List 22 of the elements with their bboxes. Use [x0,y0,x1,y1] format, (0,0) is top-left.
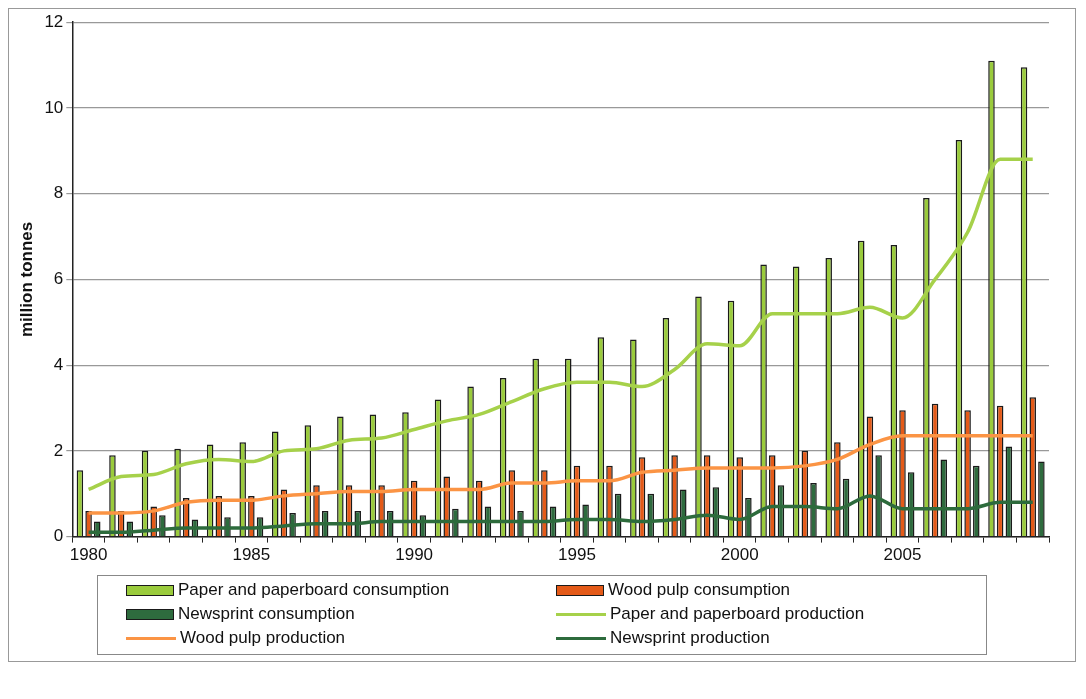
legend-label: Wood pulp production [180,628,346,648]
line-series [86,434,1035,515]
x-tick-label: 1990 [395,545,434,565]
legend-label: Newsprint production [610,628,770,648]
x-tick-label: 1980 [69,545,108,565]
y-tick-label: 4 [53,354,64,374]
legend-label: Paper and paperboard consumption [178,580,450,600]
legend-label: Paper and paperboard production [610,604,865,624]
y-tick-label: 12 [44,11,64,31]
x-tick-label: 2005 [883,545,922,565]
line-series [86,157,1035,492]
x-tick-label: 1985 [232,545,271,565]
y-tick-label: 10 [44,97,64,117]
legend-label: Newsprint consumption [178,604,355,624]
y-tick-label: 6 [53,269,64,289]
x-tick-label: 2000 [720,545,759,565]
x-tick-label: 1995 [558,545,596,565]
y-axis-title: million tonnes [16,221,36,338]
y-tick-label: 8 [53,183,64,203]
y-tick-label: 0 [53,526,64,546]
y-tick-label: 2 [53,440,64,460]
legend-label: Wood pulp consumption [608,580,791,600]
